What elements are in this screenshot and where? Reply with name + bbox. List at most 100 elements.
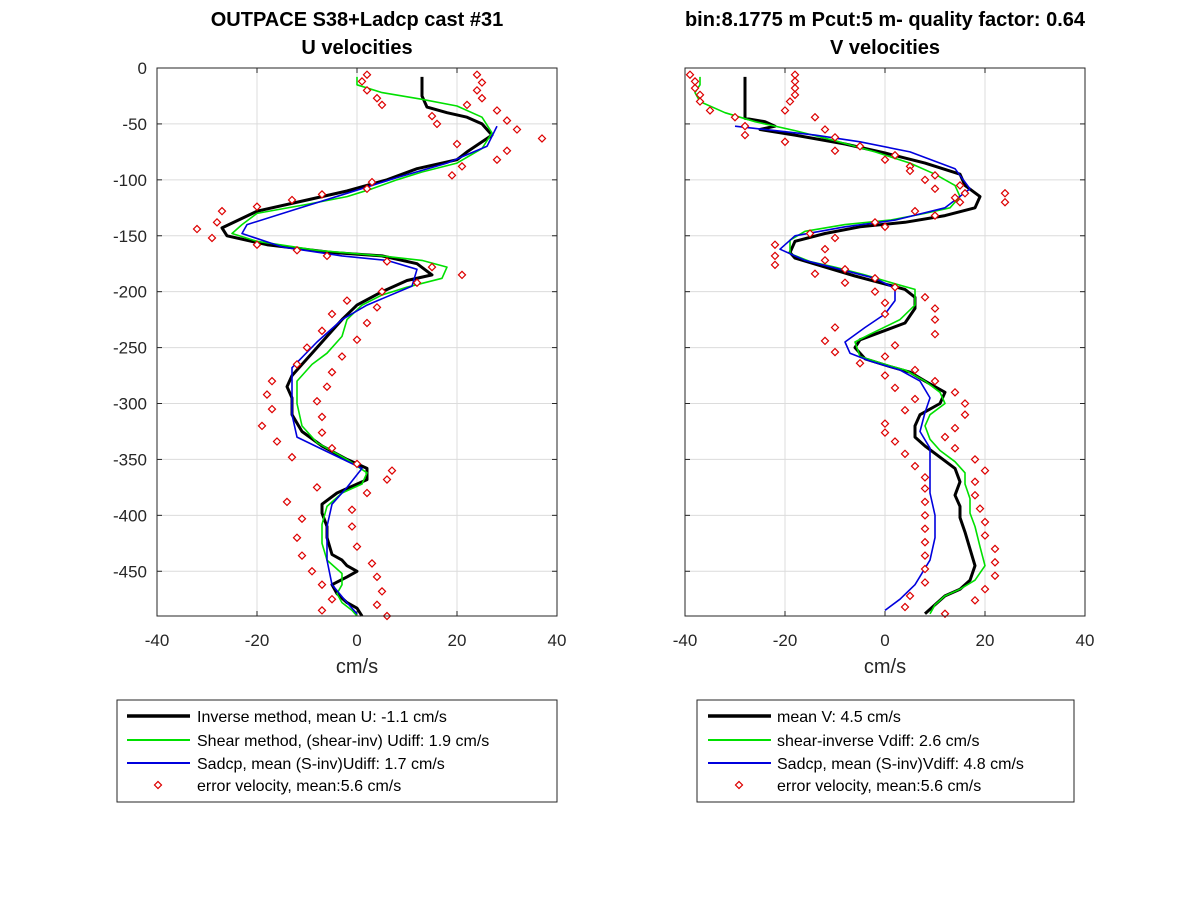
v-series-error-point — [955, 181, 965, 190]
u-series-error-point — [512, 125, 522, 134]
u-series-error-point — [307, 566, 317, 576]
u-series-error-point — [317, 412, 327, 422]
u-series-error-point — [377, 287, 387, 297]
v-xtick-label: 40 — [1076, 631, 1095, 650]
v-series-error-point — [820, 336, 830, 346]
v-series-error-point — [880, 155, 890, 165]
v-series-error-point — [890, 383, 900, 393]
u-series-shear-line — [231, 76, 493, 617]
u-series-error-point — [362, 318, 372, 328]
u-legend-swatch-error — [153, 780, 163, 790]
v-series-error-point — [920, 510, 930, 520]
v-xtick-label: -20 — [773, 631, 798, 650]
v-series-error-point — [880, 309, 890, 319]
u-series-error-point — [377, 100, 387, 110]
u-series-error-point — [297, 551, 307, 560]
u-series-error-point — [427, 262, 437, 272]
u-series-error-point — [292, 533, 302, 543]
v-series-error-markers — [685, 70, 1010, 619]
v-series-error-point — [805, 229, 815, 238]
u-series-error-point — [207, 233, 217, 243]
v-series-error-point — [950, 423, 960, 433]
v-series-error-point — [900, 405, 910, 415]
u-panel-axes-box — [156, 67, 558, 617]
u-series-error-point — [362, 70, 372, 80]
u-series-error-point — [502, 146, 512, 156]
v-legend-label-error: error velocity, mean:5.6 cm/s — [777, 778, 981, 795]
v-series-error-point — [920, 524, 930, 534]
v-legend-label-shear: shear-inverse Vdiff: 2.6 cm/s — [777, 733, 979, 750]
u-series-error-point — [362, 184, 372, 194]
v-panel-series — [685, 70, 1010, 619]
v-series-error-point — [910, 365, 920, 375]
u-series-error-point — [292, 359, 302, 369]
u-ytick-label: -100 — [113, 171, 147, 190]
u-series-error-point — [317, 428, 327, 437]
v-series-error-point — [890, 340, 900, 350]
u-series-error-point — [362, 488, 372, 498]
v-series-error-point — [890, 282, 900, 292]
u-series-error-point — [322, 251, 332, 261]
u-series-error-point — [537, 134, 547, 143]
u-series-error-point — [312, 396, 322, 406]
v-series-error-point — [960, 399, 970, 408]
v-series-error-point — [980, 517, 990, 527]
v-series-error-point — [990, 557, 1000, 567]
v-panel-legend: mean V: 4.5 cm/s shear-inverse Vdiff: 2.… — [696, 699, 1075, 803]
v-series-error-point — [870, 287, 880, 297]
v-series-error-point — [770, 251, 780, 261]
v-series-error-point — [905, 591, 915, 601]
u-legend-label-shear: Shear method, (shear-inv) Udiff: 1.9 cm/… — [197, 733, 489, 750]
v-series-error-point — [960, 188, 970, 198]
v-series-error-point — [940, 432, 950, 442]
u-series-error-point — [192, 224, 202, 234]
u-series-error-point — [372, 302, 382, 312]
v-series-sadcp-line — [734, 125, 971, 612]
v-series-error-point — [820, 255, 830, 265]
v-series-error-point — [695, 97, 705, 106]
v-xtick-label: 0 — [880, 631, 889, 650]
u-series-error-point — [317, 189, 327, 199]
u-panel-subtitle: U velocities — [301, 37, 412, 59]
u-series-error-point — [492, 155, 502, 165]
v-series-error-point — [770, 260, 780, 270]
u-xtick-label: 40 — [548, 631, 567, 650]
u-series-inverse-line — [220, 76, 494, 617]
u-series-error-point — [342, 296, 352, 306]
u-series-error-point — [317, 326, 327, 336]
v-panel-ticks: -40 -20 0 20 40 — [673, 67, 1095, 650]
v-series-error-point — [930, 315, 940, 325]
u-series-error-point — [317, 606, 327, 615]
v-series-error-point — [830, 146, 840, 156]
v-series-error-point — [980, 584, 990, 594]
v-series-error-point — [920, 472, 930, 482]
u-panel-legend: Inverse method, mean U: -1.1 cm/s Shear … — [116, 699, 558, 803]
u-xtick-label: 0 — [352, 631, 361, 650]
v-series-error-point — [905, 166, 915, 176]
u-ytick-label: -50 — [122, 115, 147, 134]
v-series-error-point — [880, 352, 890, 361]
v-series-error-point — [950, 193, 960, 203]
u-series-error-point — [352, 335, 362, 345]
u-series-error-point — [322, 382, 332, 392]
v-series-error-point — [880, 428, 890, 437]
u-series-error-point — [347, 522, 357, 531]
u-ytick-label: -400 — [113, 506, 147, 525]
u-series-error-point — [302, 343, 312, 352]
v-series-error-point — [820, 125, 830, 134]
v-series-shear-line — [694, 76, 986, 615]
u-series-error-point — [272, 437, 282, 446]
v-series-error-point — [790, 70, 800, 80]
v-series-error-point — [790, 90, 800, 100]
u-series-error-point — [317, 580, 327, 590]
v-series-error-point — [910, 461, 920, 471]
u-series-error-point — [212, 217, 222, 227]
v-series-error-point — [770, 240, 780, 250]
v-series-error-point — [690, 83, 700, 93]
u-panel-series — [192, 70, 547, 621]
u-series-error-point — [327, 443, 337, 453]
u-ytick-label: 0 — [138, 59, 147, 78]
v-series-error-point — [840, 264, 850, 274]
v-series-error-point — [930, 376, 940, 386]
v-series-error-point — [920, 564, 930, 574]
